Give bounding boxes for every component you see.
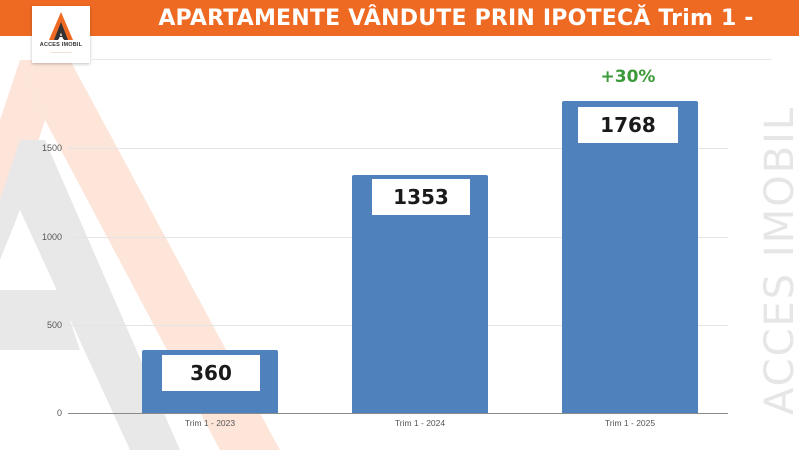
x-tick-label: Trim 1 - 2023 xyxy=(184,418,236,428)
header-bar xyxy=(0,0,799,36)
logo-text: ACCES IMOBIL xyxy=(39,42,83,48)
y-tick-label: 0 xyxy=(56,408,62,418)
bar-value-label: 1768 xyxy=(578,107,678,143)
svg-text:A: A xyxy=(57,30,65,40)
y-tick-label: 1500 xyxy=(41,143,62,153)
page-title: APARTAMENTE VÂNDUTE PRIN IPOTECĂ Trim 1 … xyxy=(158,6,754,61)
y-tick-label: 1000 xyxy=(41,232,62,242)
x-tick-label: Trim 1 - 2025 xyxy=(604,418,656,428)
letter-a-logo-icon: A xyxy=(49,12,73,40)
logo: A ACCES IMOBIL ——————— xyxy=(32,6,90,63)
logo-subtitle: ——————— xyxy=(50,50,72,54)
bar-value-label: 1353 xyxy=(372,179,470,215)
x-tick-label: Trim 1 - 2024 xyxy=(394,418,446,428)
gridline-1500 xyxy=(68,148,728,149)
bar-value-label: 360 xyxy=(162,355,260,391)
x-axis xyxy=(68,413,728,414)
y-tick-label: 500 xyxy=(46,320,62,330)
bar-trim1-2025 xyxy=(562,101,698,413)
growth-annotation: +30% xyxy=(600,67,656,87)
divider xyxy=(92,59,772,60)
